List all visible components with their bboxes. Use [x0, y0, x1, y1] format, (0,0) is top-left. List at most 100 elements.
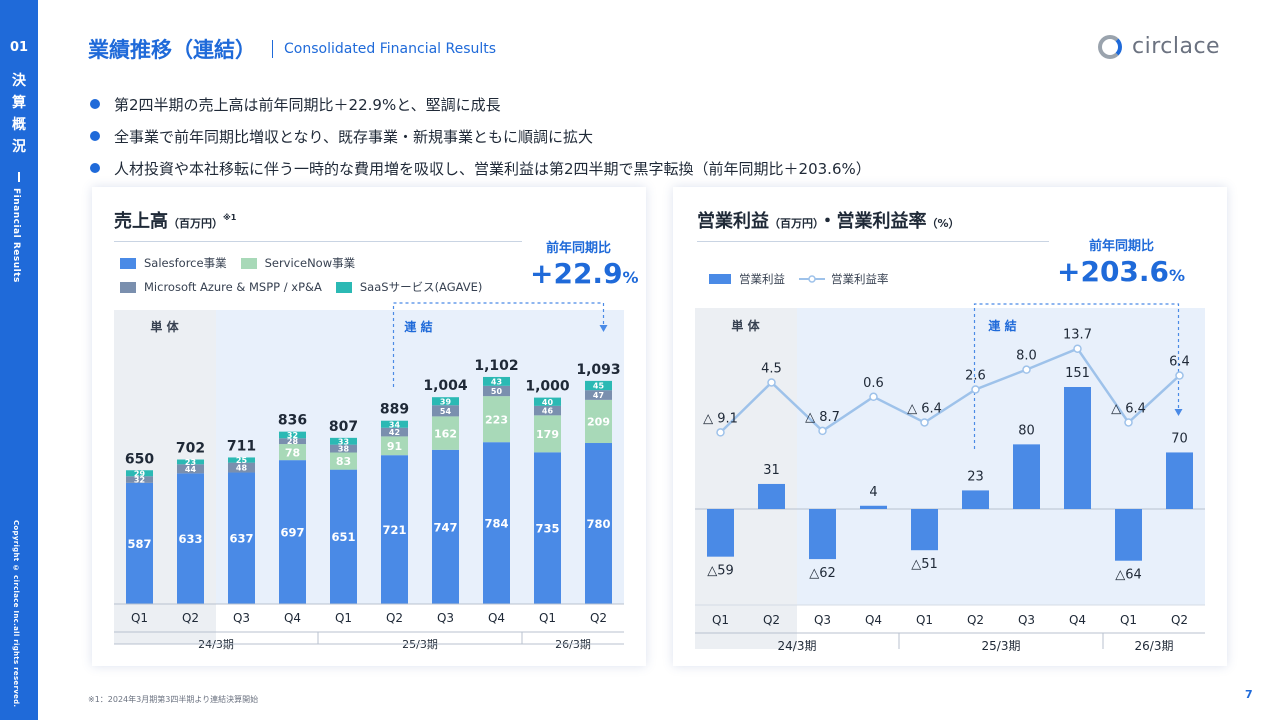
summary-bullets: 第2四半期の売上高は前年同期比＋22.9%と、堅調に成長 全事業で前年同期比増収…	[90, 88, 871, 184]
page-number: 7	[1245, 688, 1253, 701]
bar-segment-label: 721	[382, 523, 406, 537]
bar-segment-label: 735	[535, 522, 559, 536]
bar-segment-label: 47	[593, 391, 604, 400]
section-char: 算	[12, 95, 26, 111]
bar-segment	[585, 380, 612, 391]
op-yoy-unit: %	[1169, 266, 1186, 285]
x-tick-label: Q2	[182, 611, 199, 625]
legend-swatch	[120, 281, 136, 293]
bar-segment	[432, 449, 459, 604]
bar-segment-label: 42	[389, 428, 400, 437]
bar-segment-label: 179	[536, 428, 559, 441]
op-margin-label: △ 6.4	[1111, 401, 1146, 416]
bar-segment-label: 91	[387, 440, 402, 453]
bar-segment-label: 23	[185, 458, 196, 467]
op-income-bar	[707, 509, 734, 557]
bar-segment-label: 747	[433, 520, 457, 534]
consolidated-region	[797, 308, 1205, 605]
op-income-bar	[758, 483, 785, 509]
op-unit2: （%）	[926, 217, 960, 230]
bar-segment	[585, 443, 612, 604]
op-margin-point	[869, 392, 878, 402]
bar-segment	[177, 473, 204, 604]
sales-card: 売上高（百万円）※1 前年同期比 +22.9% Salesforce事業 Ser…	[92, 187, 646, 666]
x-tick-label: Q1	[131, 611, 148, 625]
bar-total-label: 711	[227, 438, 256, 454]
sales-title-rule	[114, 241, 522, 242]
bar-segment	[585, 390, 612, 400]
op-income-label: △64	[1115, 568, 1142, 583]
bar-segment-label: 33	[338, 437, 349, 446]
bar-segment	[177, 459, 204, 465]
bar-segment	[432, 416, 459, 450]
bar-segment-label: 28	[287, 437, 299, 446]
legend-label: Salesforce事業	[144, 256, 227, 270]
x-tick-label: Q3	[233, 611, 250, 625]
bar-segment-label: 44	[185, 465, 197, 474]
bar-segment-label: 45	[593, 382, 605, 391]
page-subtitle: Consolidated Financial Results	[284, 41, 497, 57]
legend-swatch	[240, 257, 257, 269]
x-tick-label: Q2	[967, 613, 984, 627]
bar-segment	[381, 436, 408, 456]
op-margin-point	[767, 378, 776, 387]
bar-total-label: 702	[176, 441, 205, 457]
op-card-title: 営業利益（百万円）・営業利益率（%）	[697, 207, 960, 233]
footnote: ※1：2024年3月期第3四半期より連結決算開始	[88, 695, 259, 704]
bullet-item: 第2四半期の売上高は前年同期比＋22.9%と、堅調に成長	[90, 88, 871, 120]
legend-item-azure: Microsoft Azure & MSPP / xP&A	[120, 280, 322, 294]
op-income-label: △59	[707, 564, 734, 579]
page-title: 業績推移（連結）	[88, 38, 256, 62]
legend-swatch	[709, 274, 731, 284]
bar-segment-label: 29	[134, 469, 146, 478]
op-margin-point	[920, 418, 929, 427]
x-tick-label: Q4	[1069, 613, 1086, 627]
section-char: 決	[12, 73, 26, 89]
bar-segment	[534, 405, 561, 416]
bar-segment-label: 223	[485, 413, 508, 426]
bar-segment-label: 78	[285, 446, 300, 459]
op-title-rule	[697, 241, 1049, 242]
op-income-chart: 単 体 連 結 △59 31 △62 4 △51 23 80 151 △64 70 △ 9.1 4.5 △ …	[695, 303, 1205, 653]
bar-segment	[483, 442, 510, 604]
bar-total-label: 1,004	[423, 378, 468, 394]
bar-segment-label: 32	[287, 431, 298, 440]
bullet-item: 人材投資や本社移転に伴う一時的な費用増を吸収し、営業利益は第2四半期で黒字転換（…	[90, 152, 871, 184]
bar-total-label: 650	[125, 451, 154, 467]
company-logo: circlace	[1098, 34, 1220, 59]
op-income-bar	[1115, 509, 1142, 561]
x-tick-label: Q1	[539, 611, 556, 625]
bar-segment-label: 40	[542, 398, 554, 407]
bar-segment-label: 83	[336, 455, 351, 468]
legend-line-icon	[799, 275, 825, 283]
bar-total-label: 1,093	[576, 362, 620, 378]
bar-segment	[177, 464, 204, 474]
op-legend: 営業利益 営業利益率	[709, 267, 903, 291]
legend-item-salesforce: Salesforce事業	[120, 255, 227, 271]
bar-segment	[228, 462, 255, 473]
bar-segment-label: 50	[491, 387, 503, 396]
op-unit: （百万円）	[769, 217, 819, 230]
op-income-bar	[911, 509, 938, 551]
bar-segment-label: 651	[331, 530, 355, 544]
sales-legend: Salesforce事業 ServiceNow事業 Microsoft Azur…	[120, 251, 496, 299]
bullet-dot-icon	[90, 131, 100, 141]
bullet-item: 全事業で前年同期比増収となり、既存事業・新規事業ともに順調に拡大	[90, 120, 871, 152]
bar-segment-label: 32	[134, 476, 145, 485]
x-tick-label: Q1	[335, 611, 352, 625]
bar-total-label: 889	[380, 402, 409, 418]
bar-segment	[330, 469, 357, 604]
op-yoy-value: +203.6%	[1057, 255, 1185, 288]
bar-segment	[381, 420, 408, 428]
op-title-dot: ・	[818, 211, 837, 232]
sales-chart: 単 体連 結5873229650633442370263748257116977…	[114, 302, 624, 651]
consolidated-connector	[973, 303, 1180, 449]
op-income-card: 営業利益（百万円）・営業利益率（%） 前年同期比 +203.6% 営業利益 営業…	[673, 187, 1227, 666]
x-tick-label: Q1	[712, 613, 729, 627]
bar-segment	[483, 385, 510, 397]
sales-note-mark: ※1	[223, 213, 237, 222]
bullet-text: 人材投資や本社移転に伴う一時的な費用増を吸収し、営業利益は第2四半期で黒字転換（…	[114, 159, 871, 178]
bar-segment	[534, 415, 561, 453]
op-margin-label: △ 6.4	[907, 401, 942, 416]
legend-item-servicenow: ServiceNow事業	[240, 255, 355, 271]
